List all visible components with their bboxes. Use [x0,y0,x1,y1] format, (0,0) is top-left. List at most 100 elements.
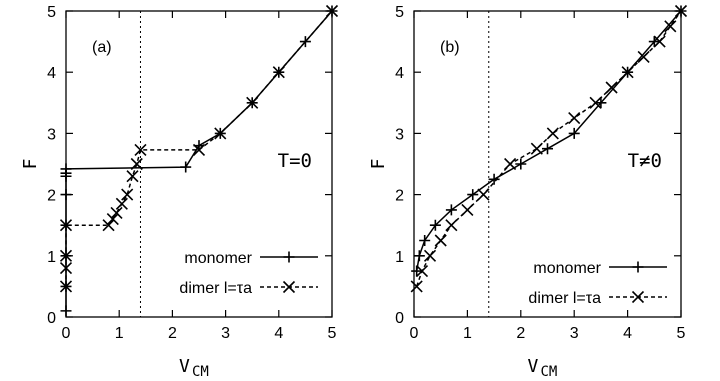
series-dimer [410,4,688,293]
data-point [445,219,458,232]
panel-label: (a) [92,39,112,56]
temperature-annotation: T=0 [278,150,312,172]
data-point [664,20,677,33]
data-point [546,127,559,140]
y-tick-label: 5 [47,4,56,21]
legend-label: dimer l=τa [528,290,601,307]
panel-label: (b) [440,39,460,56]
y-tick-label: 4 [47,65,56,82]
data-point [419,235,431,246]
x-tick-label: 5 [328,325,337,342]
legend-marker [282,280,296,294]
data-point [192,143,206,156]
data-point [180,161,192,173]
data-point [434,234,447,247]
data-point [429,219,441,231]
data-point [461,203,474,216]
data-point [102,219,115,232]
data-point [445,204,457,216]
data-point [134,143,147,156]
data-point [214,127,227,140]
legend-marker [283,251,295,263]
x-tick-label: 4 [274,325,283,342]
x-tick-label: 2 [168,325,177,342]
data-point [568,127,580,139]
y-axis-title: F [368,159,389,170]
x-tick-label: 1 [463,325,472,342]
data-point [110,206,123,220]
y-tick-label: 4 [395,65,404,82]
data-point [410,280,423,293]
y-tick-label: 2 [47,188,56,205]
temperature-annotation: T≠0 [628,150,662,172]
x-tick-label: 2 [516,325,525,342]
data-point [325,4,339,18]
y-tick-label: 5 [395,4,404,21]
x-axis-title: V [528,356,539,377]
data-point [605,81,618,94]
data-point [246,96,259,109]
data-point [59,261,73,275]
data-point [60,163,72,175]
y-tick-label: 0 [47,310,56,327]
series-dimer [59,4,339,293]
data-point [126,170,139,183]
legend: monomer dimer l=τa [528,260,667,307]
data-point [59,249,73,262]
x-tick-label: 1 [115,325,124,342]
legend-marker [632,261,644,273]
data-point [60,305,72,317]
x-axis-title: V [179,356,190,377]
x-axis-title-subscript: CM [192,364,209,380]
data-point [653,35,666,48]
data-point [106,213,119,226]
data-point [674,4,688,18]
panel-a: 0 1 2 3 4 5 0 1 2 3 4 5 V CM F (a) T=0 monomer dimer l=τa [20,4,339,380]
y-tick-label: 1 [47,249,56,266]
data-point [568,112,581,125]
data-point [299,36,311,48]
data-point [121,188,134,201]
data-point [542,143,553,155]
data-point [504,157,517,171]
data-point [648,36,660,48]
legend-label: monomer [184,250,252,267]
data-point [413,250,425,262]
y-tick-label: 2 [395,188,404,205]
series-line [65,10,333,287]
data-point [59,280,73,293]
data-point [637,50,650,63]
plot-frame [413,10,682,318]
data-point [411,265,423,277]
data-point [423,249,437,262]
y-tick-label: 1 [395,249,404,266]
x-tick-label: 0 [410,325,419,342]
data-point [530,142,543,155]
data-point [595,97,607,109]
data-point [115,197,128,210]
data-point [488,173,500,185]
panel-b: 0 1 2 3 4 5 0 1 2 3 4 5 V CM F (b) T≠0 monomer dimer l=τa [368,4,688,380]
x-tick-label: 5 [677,325,686,342]
data-point [59,219,73,232]
data-point [477,188,490,201]
legend-label: monomer [533,260,601,277]
x-tick-label: 0 [62,325,71,342]
x-axis-title-subscript: CM [541,364,558,380]
data-point [130,157,143,171]
legend-label: dimer l=τa [179,280,252,297]
y-tick-label: 3 [47,126,56,143]
data-point [60,189,72,201]
x-tick-label: 3 [221,325,230,342]
x-tick-label: 3 [570,325,579,342]
data-point [467,189,479,201]
legend: monomer dimer l=τa [179,250,318,297]
y-axis-title: F [20,159,41,170]
y-tick-label: 3 [395,126,404,143]
data-point [272,66,285,79]
data-point [621,66,634,79]
y-tick-label: 0 [395,310,404,327]
data-point [515,158,527,170]
x-tick-label: 4 [623,325,632,342]
